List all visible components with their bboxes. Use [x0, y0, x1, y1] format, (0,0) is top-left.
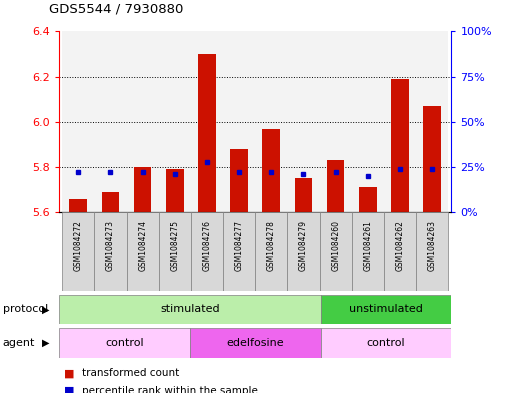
Text: transformed count: transformed count — [82, 368, 180, 378]
Bar — [127, 31, 159, 212]
Text: percentile rank within the sample: percentile rank within the sample — [82, 386, 258, 393]
Text: GSM1084276: GSM1084276 — [203, 220, 211, 271]
Text: GSM1084279: GSM1084279 — [299, 220, 308, 271]
Text: ■: ■ — [64, 386, 74, 393]
Bar — [166, 169, 184, 212]
Text: GSM1084278: GSM1084278 — [267, 220, 276, 271]
Bar — [321, 328, 451, 358]
Bar — [359, 187, 377, 212]
Bar — [223, 212, 255, 291]
Text: control: control — [367, 338, 405, 348]
Text: GSM1084274: GSM1084274 — [138, 220, 147, 271]
Text: GSM1084261: GSM1084261 — [363, 220, 372, 271]
Bar — [62, 212, 94, 291]
Bar — [223, 31, 255, 212]
Bar — [255, 31, 287, 212]
Bar — [294, 178, 312, 212]
Bar — [352, 212, 384, 291]
Bar — [62, 31, 94, 212]
Bar — [391, 79, 409, 212]
Bar — [198, 54, 216, 212]
Text: unstimulated: unstimulated — [349, 305, 423, 314]
Bar — [384, 31, 416, 212]
Bar — [352, 31, 384, 212]
Text: GSM1084272: GSM1084272 — [74, 220, 83, 271]
Text: GDS5544 / 7930880: GDS5544 / 7930880 — [49, 3, 183, 16]
Bar — [287, 31, 320, 212]
Text: stimulated: stimulated — [160, 305, 220, 314]
Text: agent: agent — [3, 338, 35, 348]
Bar — [159, 31, 191, 212]
Text: ▶: ▶ — [43, 305, 50, 314]
Text: GSM1084260: GSM1084260 — [331, 220, 340, 271]
Text: protocol: protocol — [3, 305, 48, 314]
Text: GSM1084275: GSM1084275 — [170, 220, 180, 271]
Text: ▶: ▶ — [43, 338, 50, 348]
Bar — [321, 295, 451, 324]
Text: edelfosine: edelfosine — [226, 338, 284, 348]
Bar — [94, 212, 127, 291]
Bar — [102, 192, 120, 212]
Bar — [320, 31, 352, 212]
Bar — [190, 328, 321, 358]
Bar — [59, 328, 190, 358]
Bar — [127, 212, 159, 291]
Bar — [416, 31, 448, 212]
Bar — [423, 106, 441, 212]
Bar — [159, 212, 191, 291]
Bar — [191, 212, 223, 291]
Text: GSM1084273: GSM1084273 — [106, 220, 115, 271]
Bar — [69, 199, 87, 212]
Bar — [191, 31, 223, 212]
Bar — [384, 212, 416, 291]
Text: GSM1084277: GSM1084277 — [234, 220, 244, 271]
Text: ■: ■ — [64, 368, 74, 378]
Bar — [287, 212, 320, 291]
Bar — [134, 167, 151, 212]
Bar — [94, 31, 127, 212]
Text: GSM1084263: GSM1084263 — [428, 220, 437, 271]
Bar — [59, 295, 321, 324]
Bar — [255, 212, 287, 291]
Bar — [327, 160, 345, 212]
Bar — [320, 212, 352, 291]
Bar — [263, 129, 280, 212]
Text: GSM1084262: GSM1084262 — [396, 220, 404, 271]
Text: control: control — [105, 338, 144, 348]
Bar — [230, 149, 248, 212]
Bar — [416, 212, 448, 291]
